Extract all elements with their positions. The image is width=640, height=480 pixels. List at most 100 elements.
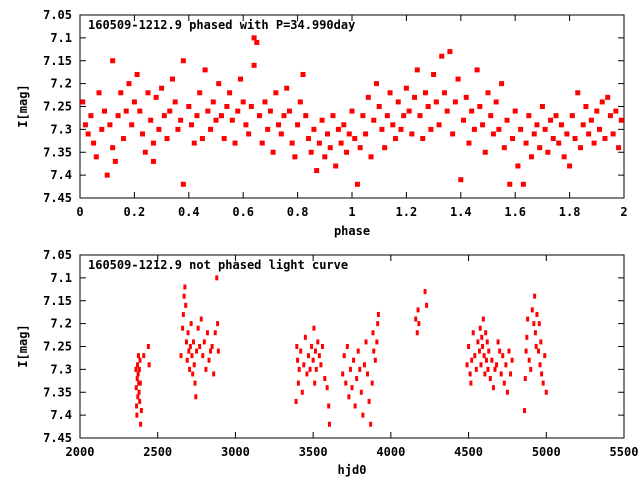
data-point [243, 122, 249, 128]
data-point [134, 71, 140, 77]
data-point [138, 398, 142, 404]
data-point [164, 136, 170, 142]
data-point [480, 122, 486, 128]
data-point [493, 99, 499, 105]
data-point [210, 344, 214, 349]
data-point [201, 353, 205, 359]
data-point [126, 81, 132, 87]
data-point [471, 330, 475, 336]
data-point [537, 145, 543, 151]
data-point [484, 357, 488, 363]
data-point [524, 348, 528, 354]
data-point [202, 339, 206, 345]
data-point [575, 90, 581, 96]
phased-y-ticks: 7.05 7.1 7.15 7.2 7.25 7.3 7.35 7.4 7.45 [43, 8, 624, 205]
data-point [186, 330, 190, 336]
y-tick-label: 7.25 [43, 100, 72, 114]
data-point [303, 113, 309, 119]
data-point [322, 154, 328, 160]
data-point [199, 316, 203, 322]
data-point [325, 131, 331, 137]
data-point [531, 131, 537, 137]
data-point [180, 181, 186, 187]
data-point [356, 348, 360, 354]
data-point [317, 353, 321, 359]
data-point [330, 113, 336, 119]
data-point [107, 122, 113, 128]
data-point [498, 348, 502, 354]
data-point [190, 353, 194, 359]
data-point [588, 117, 594, 123]
data-point [515, 163, 521, 169]
data-point [175, 126, 181, 132]
y-tick-label: 7.2 [50, 77, 72, 91]
data-point [341, 122, 347, 128]
data-point [270, 149, 276, 155]
data-point [323, 376, 327, 382]
data-point [586, 131, 592, 137]
data-point [420, 136, 426, 142]
data-point [115, 113, 121, 119]
data-point [431, 71, 437, 77]
data-point [553, 113, 559, 119]
data-point [414, 316, 418, 322]
data-point [527, 357, 531, 363]
data-point [178, 117, 184, 123]
data-point [198, 344, 202, 349]
data-point [543, 353, 547, 359]
data-point [93, 154, 99, 160]
data-point [347, 394, 351, 400]
data-point [423, 289, 427, 295]
data-point [502, 380, 506, 386]
data-point [183, 284, 187, 290]
data-point [327, 403, 331, 409]
data-point [509, 371, 513, 377]
data-point [345, 344, 349, 349]
data-point [540, 371, 544, 377]
data-point [395, 99, 401, 105]
data-point [251, 35, 257, 41]
data-point [529, 366, 533, 372]
y-tick-label: 7.2 [50, 317, 72, 331]
data-point [353, 403, 357, 409]
data-point [82, 122, 88, 128]
data-point [501, 353, 505, 359]
data-point [369, 421, 373, 427]
data-point [376, 321, 380, 327]
data-point [567, 163, 573, 169]
data-point [191, 339, 195, 345]
data-point [372, 348, 376, 354]
data-point [346, 131, 352, 137]
data-point [112, 158, 118, 164]
data-point [486, 366, 490, 372]
data-point [414, 67, 420, 73]
data-point [237, 76, 243, 82]
data-point [136, 394, 140, 400]
unphased-title: 160509-1212.9 not phased light curve [88, 258, 348, 272]
data-point [319, 362, 323, 368]
x-tick-label: 2000 [66, 445, 95, 459]
data-point [510, 357, 514, 363]
data-point [123, 108, 129, 114]
data-point [539, 339, 543, 345]
data-point [142, 149, 148, 155]
data-point [354, 181, 360, 187]
data-point [110, 145, 116, 151]
data-point [577, 145, 583, 151]
data-point [313, 380, 317, 386]
data-point [136, 371, 140, 377]
data-point [447, 49, 453, 55]
data-point [192, 362, 196, 368]
data-point [504, 117, 510, 123]
data-point [138, 380, 142, 386]
y-tick-label: 7.25 [43, 340, 72, 354]
y-tick-label: 7.45 [43, 191, 72, 205]
data-point [594, 108, 600, 114]
data-point [415, 330, 419, 336]
data-point [240, 99, 246, 105]
data-point [181, 311, 185, 317]
data-point [526, 316, 530, 322]
data-point [99, 126, 105, 132]
data-point [153, 94, 159, 100]
data-point [476, 339, 480, 345]
